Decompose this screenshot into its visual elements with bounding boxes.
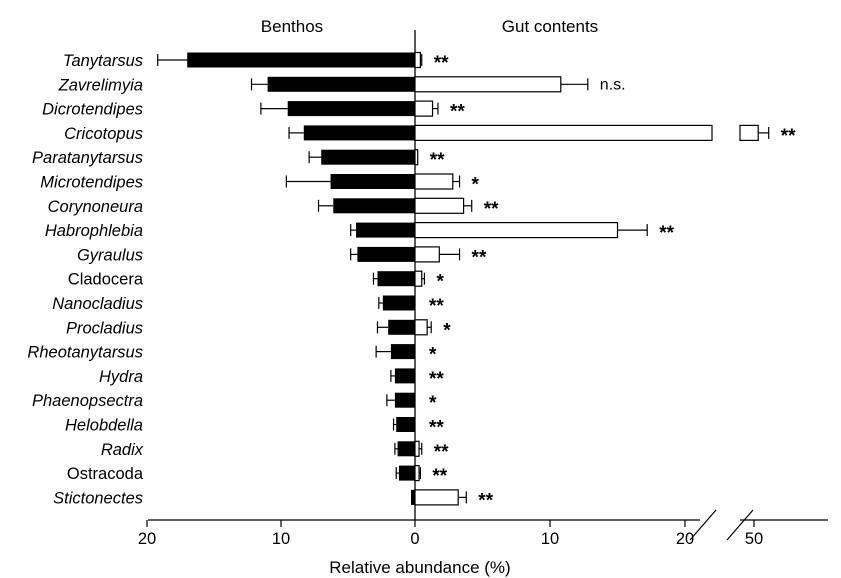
benthos-bar-helobdella [396, 417, 415, 432]
benthos-bar-zavrelimyia [267, 76, 415, 92]
x-tick-label: 50 [745, 530, 763, 548]
x-tick-label: 10 [541, 530, 559, 548]
category-label-stictonectes: Stictonectes [53, 489, 143, 507]
significance-label-cladocera: * [436, 272, 444, 293]
benthos-bar-tanytarsus [187, 52, 415, 68]
significance-label-microtendipes: * [472, 175, 480, 196]
category-label-rheotanytarsus: Rheotanytarsus [27, 344, 143, 362]
gut-bar-stictonectes [414, 489, 459, 506]
significance-label-gyraulus: ** [472, 247, 487, 268]
x-tick-label: 0 [410, 530, 419, 548]
significance-label-corynoneura: ** [484, 199, 499, 220]
benthos-bar-phaenopsectra [394, 392, 415, 408]
bars-layer: Tanytarsus **Zavrelimyia n.s.Dicrotendipes… [27, 51, 796, 511]
panel-title-benthos: Benthos [261, 17, 323, 36]
significance-label-ostracoda: ** [432, 466, 447, 487]
x-tick-label: 20 [138, 530, 156, 548]
benthos-bar-procladius [388, 319, 415, 335]
significance-label-cricotopus: ** [781, 126, 796, 147]
x-axis-break-mark [689, 509, 717, 541]
significance-label-hydra: ** [429, 369, 444, 390]
significance-label-dicrotendipes: ** [450, 102, 465, 123]
gut-bar-cladocera [414, 270, 423, 287]
significance-label-procladius: * [443, 320, 451, 341]
gut-bar-cricotopus [414, 124, 713, 142]
gut-bar-procladius [414, 319, 428, 336]
benthos-bar-microtendipes [330, 174, 415, 189]
significance-label-stictonectes: ** [478, 490, 493, 511]
category-label-zavrelimyia: Zavrelimyia [58, 76, 143, 94]
category-label-microtendipes: Microtendipes [40, 174, 143, 192]
category-label-radix: Radix [101, 441, 144, 459]
benthos-bar-hydra [394, 368, 415, 384]
benthos-bar-habrophlebia [356, 222, 415, 238]
significance-label-radix: ** [434, 442, 449, 463]
benthos-bar-gyraulus [357, 246, 415, 262]
gut-bar-dicrotendipes [414, 100, 434, 117]
gut-bar-broken-segment-cricotopus [739, 124, 759, 142]
x-axis: 20 10 0 10 20 50 [138, 509, 828, 548]
benthos-bar-ostracoda [398, 465, 415, 481]
benthos-bar-cricotopus [303, 125, 415, 141]
x-tick-label: 20 [676, 530, 694, 548]
gut-bar-radix [414, 440, 420, 457]
gut-bar-corynoneura [414, 197, 465, 214]
category-label-nanocladius: Nanocladius [52, 295, 143, 313]
gut-bar-habrophlebia [414, 222, 619, 239]
category-label-cricotopus: Cricotopus [64, 125, 143, 143]
category-label-dicrotendipes: Dicrotendipes [42, 101, 143, 119]
x-axis-label: Relative abundance (%) [329, 558, 510, 577]
category-label-tanytarsus: Tanytarsus [63, 52, 143, 70]
gut-bar-ostracoda [414, 465, 420, 482]
category-label-gyraulus: Gyraulus [77, 246, 143, 264]
gut-bar-gyraulus [414, 246, 440, 263]
category-label-procladius: Procladius [66, 319, 143, 337]
benthos-bar-rheotanytarsus [390, 344, 415, 360]
benthos-bar-dicrotendipes [287, 101, 415, 117]
significance-label-nanocladius: ** [429, 296, 444, 317]
category-label-paratanytarsus: Paratanytarsus [32, 149, 143, 167]
benthos-bar-cladocera [377, 271, 415, 287]
benthos-bar-paratanytarsus [321, 149, 415, 165]
benthos-bar-nanocladius [382, 295, 415, 311]
significance-label-habrophlebia: ** [659, 223, 674, 244]
category-label-cladocera: Cladocera [68, 271, 144, 289]
category-label-corynoneura: Corynoneura [48, 198, 143, 216]
benthos-bar-radix [397, 441, 415, 457]
gut-bar-zavrelimyia [414, 76, 562, 93]
significance-label-phaenopsectra: * [429, 393, 437, 414]
x-tick-label: 10 [272, 530, 290, 548]
significance-label-paratanytarsus: ** [430, 150, 445, 171]
x-axis-break-mark [726, 509, 754, 541]
significance-label-tanytarsus: ** [434, 53, 449, 74]
category-label-habrophlebia: Habrophlebia [45, 222, 143, 240]
benthos-bar-stictonectes [410, 489, 415, 505]
panel-title-gut-contents: Gut contents [502, 17, 598, 36]
category-label-ostracoda: Ostracoda [67, 465, 144, 483]
category-label-phaenopsectra: Phaenopsectra [32, 392, 143, 410]
significance-label-zavrelimyia: n.s. [600, 76, 626, 93]
category-label-helobdella: Helobdella [65, 417, 143, 435]
gut-bar-tanytarsus [414, 51, 422, 69]
gut-bar-microtendipes [414, 173, 454, 190]
category-label-hydra: Hydra [99, 368, 143, 386]
benthos-bar-corynoneura [333, 198, 415, 214]
significance-label-helobdella: ** [429, 418, 444, 439]
significance-label-rheotanytarsus: * [429, 345, 437, 366]
gut-bar-paratanytarsus [414, 149, 419, 166]
